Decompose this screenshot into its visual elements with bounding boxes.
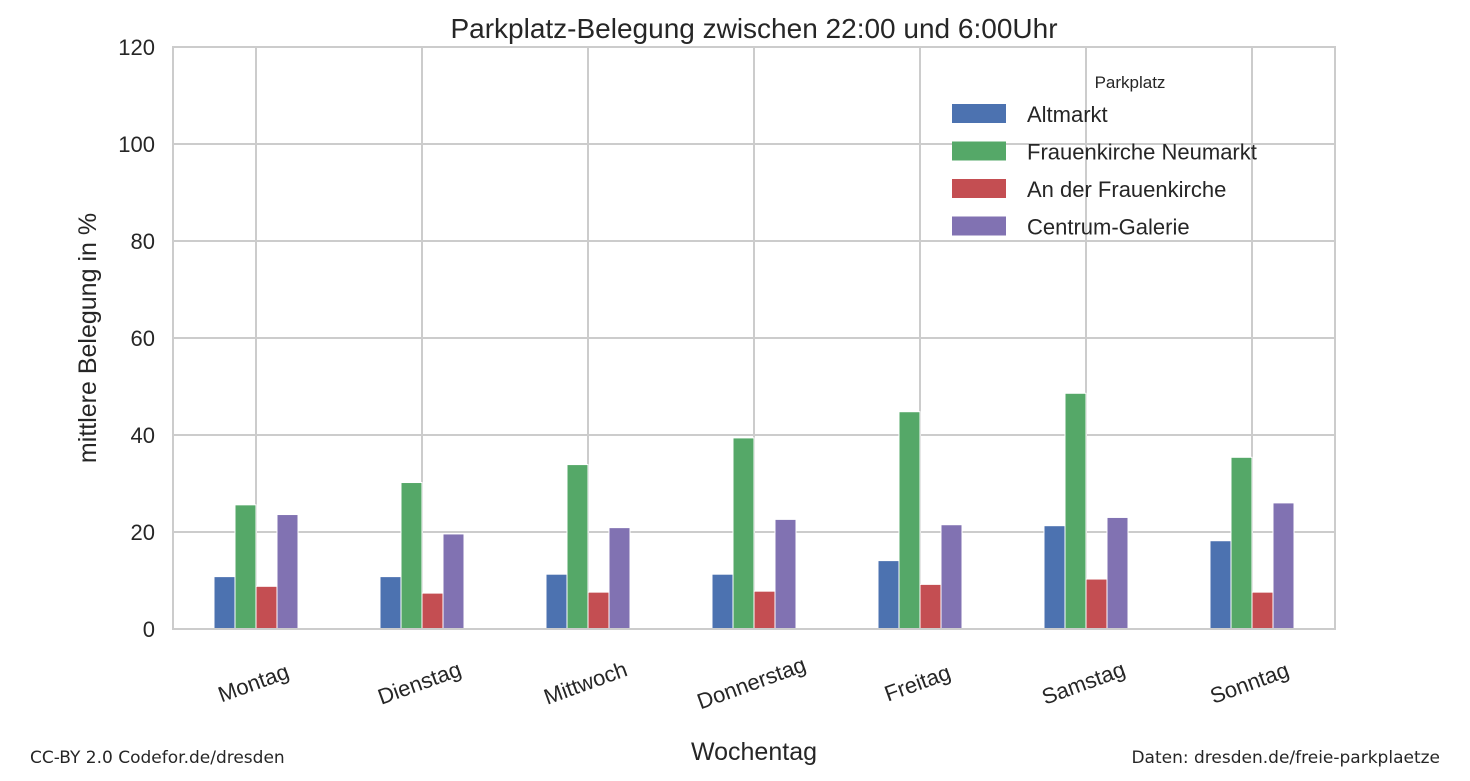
bar [255, 585, 278, 630]
x-tick-label: Mittwoch [540, 656, 630, 709]
bar [276, 514, 299, 630]
y-tick-label: 20 [131, 520, 155, 545]
bar [753, 590, 776, 630]
legend: Parkplatz Altmarkt Frauenkirche Neumarkt A… [952, 73, 1257, 240]
legend-label: An der Frauenkirche [1027, 177, 1226, 202]
legend-swatch [952, 104, 1006, 123]
bar [1106, 516, 1129, 630]
y-tick-label: 60 [131, 326, 155, 351]
data-source-note: Daten: dresden.de/freie-parkplaetze [1131, 748, 1440, 768]
bar [1209, 540, 1232, 630]
bar [400, 482, 423, 630]
y-tick-label: 80 [131, 229, 155, 254]
bar [379, 576, 402, 630]
legend-swatch [952, 216, 1006, 236]
bar [919, 583, 942, 630]
y-tick-labels: 0 20 40 60 80 100 120 [118, 35, 155, 642]
legend-label: Centrum-Galerie [1027, 215, 1190, 240]
bar [587, 591, 610, 630]
bar [608, 527, 631, 630]
bar [545, 573, 568, 630]
bar [1272, 502, 1295, 630]
bar [877, 560, 900, 630]
y-tick-label: 100 [118, 132, 155, 157]
chart-title: Parkplatz-Belegung zwischen 22:00 und 6:… [450, 13, 1057, 44]
plot-frame [172, 46, 1336, 630]
x-tick-label: Dienstag [374, 656, 464, 709]
license-note: CC-BY 2.0 Codefor.de/dresden [30, 748, 285, 768]
y-tick-label: 40 [131, 423, 155, 448]
x-tick-labels: Montag Dienstag Mittwoch Donnerstag Freitag S… [215, 652, 1293, 714]
x-tick-label: Donnerstag [694, 652, 809, 714]
x-tick-label: Sonntag [1207, 657, 1293, 709]
bar [711, 573, 734, 630]
y-tick-label: 120 [118, 35, 155, 60]
bar [1064, 392, 1087, 630]
bar [898, 411, 921, 630]
bar [732, 437, 755, 630]
bar [1230, 456, 1253, 630]
x-tick-label: Montag [215, 659, 293, 708]
bar [774, 518, 797, 630]
bar [442, 533, 465, 630]
x-axis-label: Wochentag [691, 738, 817, 766]
x-tick-label: Freitag [881, 659, 954, 706]
bar [213, 576, 236, 630]
bar [1085, 578, 1108, 630]
x-tick-label: Samstag [1038, 656, 1128, 709]
bar [940, 524, 963, 630]
bar [566, 464, 589, 630]
y-tick-label: 0 [143, 617, 155, 642]
legend-swatch [952, 141, 1006, 161]
bar [1043, 525, 1066, 630]
legend-label: Altmarkt [1027, 102, 1108, 127]
legend-label: Frauenkirche Neumarkt [1027, 140, 1257, 165]
legend-title: Parkplatz [1095, 73, 1166, 92]
bar [234, 504, 257, 630]
legend-swatch [952, 179, 1006, 198]
y-axis-label: mittlere Belegung in % [74, 213, 102, 463]
bar [421, 592, 444, 630]
bar [1251, 591, 1274, 630]
